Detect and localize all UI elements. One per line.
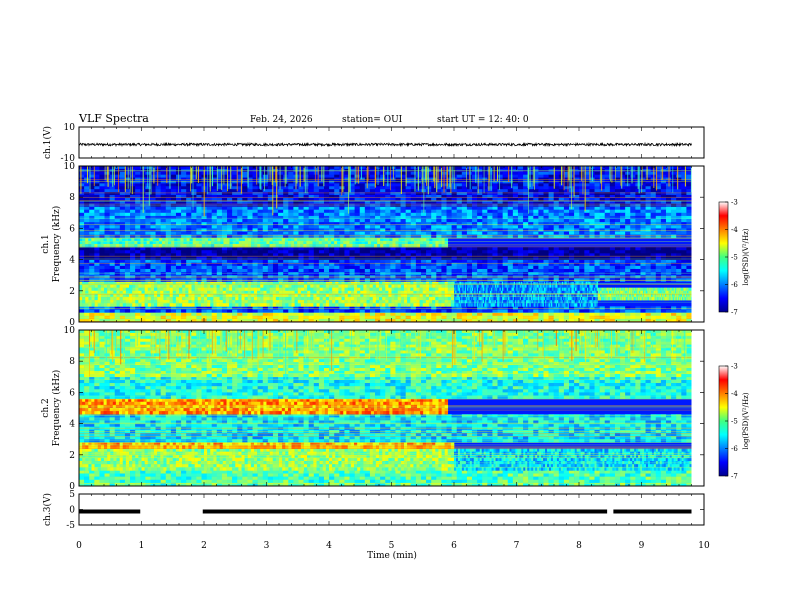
ch2-spectrogram-band: [79, 470, 692, 487]
ch2-spectrogram-tone-lines: [79, 336, 692, 484]
x-tick-label: 2: [201, 541, 207, 551]
ch1-spectrogram-sferics: [80, 166, 692, 217]
ch1-waveform-y-tick-label: 10: [64, 123, 76, 133]
ch2-spectrogram-y-tick-label: 4: [69, 420, 75, 430]
ch2-spectrogram-panel: 0 2 4 6 8 10 ch.2 Frequency (kHz): [41, 326, 705, 492]
ch2-spectrogram-y-tick-label: 2: [69, 451, 75, 461]
ch1-spectrogram-band: [79, 306, 692, 313]
ch2-spectrogram-y-tick-label: 0: [69, 482, 75, 492]
x-tick-label: 6: [451, 541, 457, 551]
x-tick-label: 7: [514, 541, 520, 551]
x-tick-label: 0: [76, 541, 82, 551]
ch2-spectrogram-empty: [691, 330, 704, 486]
ch1-spectrogram-band: [79, 237, 449, 248]
ch3-waveform-y-tick-label: -5: [66, 521, 75, 531]
ch2-spectrogram-band: [79, 376, 692, 399]
date-label: Feb. 24, 2026: [250, 115, 313, 125]
x-axis-label: Time (min): [367, 550, 417, 561]
ch1-colorbar-tick-label: -7: [731, 309, 738, 317]
ch1-colorbar-tick-label: -5: [731, 254, 738, 262]
ch1-colorbar-tick-label: -6: [731, 281, 738, 289]
ch1-waveform-panel: 10 -10 ch.1(V): [42, 123, 705, 164]
ch2-spectrogram-ylabel-label: ch.2: [41, 398, 51, 417]
ch2-spectrogram-y-tick-label: 8: [69, 357, 75, 367]
ch2-colorbar-tick-label: -3: [731, 363, 738, 371]
x-tick-label: 5: [389, 541, 395, 551]
time-axis: 0 1 2 3 4 5 6 7 8 9 10: [76, 541, 710, 551]
ch2-spectrogram-y-tick-label: 10: [64, 326, 76, 336]
ch1-trace: [78, 141, 692, 148]
ch3-waveform-y-tick-label: 5: [69, 490, 75, 500]
ch2-colorbar-label: log(PSD)(V²/Hz): [742, 392, 750, 449]
ch2-spectrogram-ylabel-label: Frequency (kHz): [51, 370, 62, 447]
start-time-label: start UT = 12: 40: 0: [437, 115, 529, 125]
x-tick-label: 3: [264, 541, 270, 551]
ch1-spectrogram-band: [79, 259, 692, 282]
ch1-spectrogram-band: [79, 166, 692, 207]
ch1-spectrogram-band: [79, 247, 692, 260]
ch1-spectrogram-y-tick-label: 8: [69, 193, 75, 203]
ch1-spectrogram-band: [597, 287, 692, 301]
ch1-spectrogram-y-tick-label: 4: [69, 256, 75, 266]
ch1-spectrogram-tone-lines: [79, 170, 692, 322]
ch1-spectrogram-y-tick-label: 6: [69, 224, 75, 234]
x-tick-label: 8: [576, 541, 582, 551]
ch1-colorbar-tick-label: -3: [731, 199, 738, 207]
ch3-waveform-ylabel: ch.3(V): [42, 493, 53, 526]
ch3-waveform-y-tick-label: 0: [69, 506, 75, 516]
ch1-waveform-ylabel: ch.1(V): [42, 126, 53, 159]
ch1-waveform-frame: [78, 126, 705, 159]
ch1-spectrogram-empty: [691, 166, 704, 322]
ch2-spectrogram-band: [454, 448, 692, 471]
ch3-waveform-panel: 5 0 -5 ch.3(V): [42, 490, 705, 531]
ch1-spectrogram-ylabel-label: Frequency (kHz): [51, 206, 62, 283]
ch1-colorbar-tick-label: -4: [731, 226, 738, 234]
ch1-spectrogram-band: [79, 281, 455, 307]
ch1-waveform-y-tick-label: -10: [61, 154, 76, 164]
ch2-colorbar-tick-label: -7: [731, 473, 738, 481]
ch1-spectrogram-band: [79, 206, 692, 239]
ch2-colorbar-tick-label: -5: [731, 418, 738, 426]
x-tick-label: 1: [139, 541, 145, 551]
ch1-colorbar: -3 -4 -5 -6 -7 log(PSD)(V²/Hz): [718, 199, 750, 317]
x-tick-label: 10: [698, 541, 710, 551]
ch1-colorbar-label: log(PSD)(V²/Hz): [742, 228, 750, 285]
ch2-spectrogram-sferics: [88, 330, 687, 384]
ch1-spectrogram-panel: 0 2 4 6 8 10 ch.1 Frequency (kHz): [41, 162, 705, 328]
ch1-spectrogram-y-tick-label: 2: [69, 287, 75, 297]
ch1-spectrogram-band: [454, 281, 599, 307]
ch1-spectrogram-y-tick-label: 0: [69, 318, 75, 328]
ch2-colorbar-tick-label: -4: [731, 390, 738, 398]
x-tick-label: 4: [326, 541, 332, 551]
ch2-spectrogram-y-tick-label: 6: [69, 388, 75, 398]
ch1-spectrogram-band: [79, 312, 692, 323]
station-label: station= OUI: [342, 115, 403, 125]
x-tick-label: 9: [639, 541, 645, 551]
ch2-colorbar: -3 -4 -5 -6 -7 log(PSD)(V²/Hz): [718, 363, 750, 481]
ch1-spectrogram-ylabel-label: ch.1: [41, 234, 51, 253]
figure-title: VLF Spectra: [78, 112, 149, 125]
ch2-spectrogram-band: [79, 442, 455, 449]
ch2-colorbar-tick-label: -6: [731, 445, 738, 453]
ch1-spectrogram-y-tick-label: 10: [64, 162, 76, 172]
